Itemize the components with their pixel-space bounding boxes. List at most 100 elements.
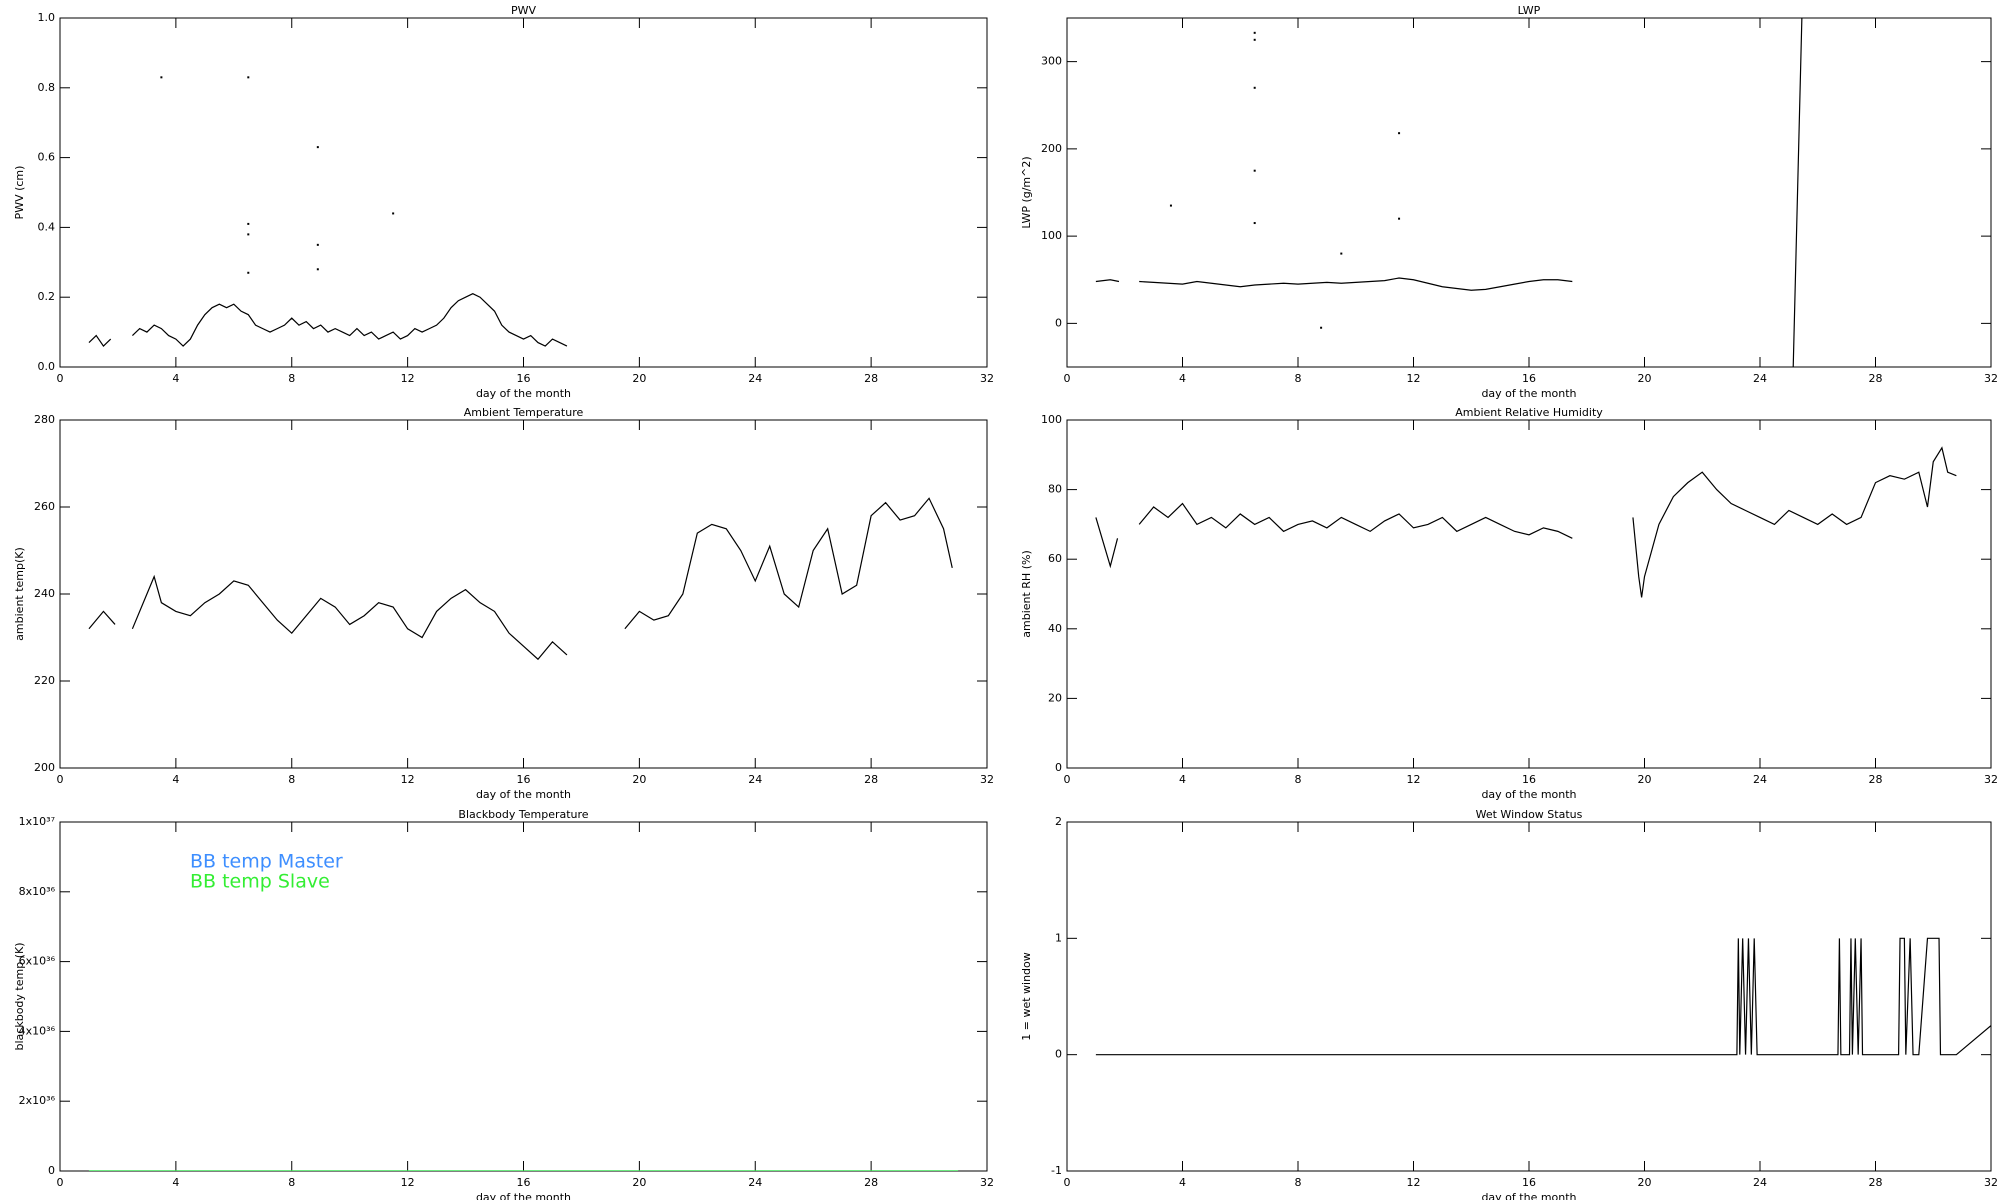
y-tick-label: 40 — [1048, 622, 1062, 635]
x-tick-label: 12 — [1407, 1176, 1421, 1189]
x-tick-label: 4 — [172, 1176, 179, 1189]
x-tick-label: 4 — [1179, 773, 1186, 786]
y-tick-label: 200 — [34, 761, 55, 774]
x-tick-label: 8 — [288, 1176, 295, 1189]
x-tick-label: 32 — [980, 372, 994, 385]
chart-title: LWP — [1518, 4, 1541, 17]
x-tick-label: 8 — [288, 372, 295, 385]
y-tick-label: 2 — [1055, 815, 1062, 828]
x-tick-label: 16 — [1522, 1176, 1536, 1189]
y-tick-label: 20 — [1048, 691, 1062, 704]
x-tick-label: 4 — [172, 372, 179, 385]
y-axis-label: 1 = wet window — [1020, 952, 1033, 1041]
x-tick-label: 20 — [632, 372, 646, 385]
y-tick-label: 1 — [1055, 931, 1062, 944]
data-point — [316, 243, 319, 246]
x-tick-label: 16 — [517, 773, 531, 786]
x-tick-label: 8 — [1295, 773, 1302, 786]
y-tick-label: 4x10³⁶ — [19, 1024, 56, 1037]
x-tick-label: 8 — [288, 773, 295, 786]
series-line — [1095, 446, 1957, 598]
x-tick-label: 20 — [1638, 773, 1652, 786]
x-tick-label: 12 — [401, 1176, 415, 1189]
y-tick-label: 100 — [1041, 413, 1062, 426]
x-axis-label: day of the month — [1481, 788, 1576, 801]
y-tick-label: 0 — [1055, 1048, 1062, 1061]
y-tick-label: 80 — [1048, 483, 1062, 496]
x-axis-label: day of the month — [476, 387, 571, 400]
plot-frame — [1066, 419, 1992, 769]
x-tick-label: 28 — [864, 1176, 878, 1189]
legend-entry: BB temp Slave — [190, 871, 330, 893]
y-tick-label: 0 — [48, 1164, 55, 1177]
x-tick-label: 32 — [980, 1176, 994, 1189]
chart-title: Wet Window Status — [1476, 808, 1583, 821]
x-tick-label: 28 — [864, 372, 878, 385]
y-tick-label: 2x10³⁶ — [19, 1094, 56, 1107]
x-tick-label: 16 — [1522, 773, 1536, 786]
plot-frame — [1066, 17, 1992, 368]
x-tick-label: 0 — [57, 372, 64, 385]
x-tick-label: 24 — [1753, 1176, 1767, 1189]
y-axis-label: ambient temp(K) — [13, 547, 26, 641]
x-tick-label: 4 — [1179, 372, 1186, 385]
x-tick-label: 0 — [57, 1176, 64, 1189]
x-tick-label: 4 — [172, 773, 179, 786]
x-tick-label: 0 — [57, 773, 64, 786]
plot-frame — [59, 419, 988, 769]
data-point — [1253, 38, 1256, 41]
x-tick-label: 16 — [517, 1176, 531, 1189]
x-tick-label: 32 — [1984, 372, 1998, 385]
x-tick-label: 20 — [632, 773, 646, 786]
x-tick-label: 8 — [1295, 372, 1302, 385]
y-tick-label: 0.2 — [38, 290, 56, 303]
y-tick-label: 1x10³⁷ — [19, 815, 55, 828]
data-point — [247, 233, 250, 236]
chart-title: PWV — [511, 4, 537, 17]
x-tick-label: 12 — [401, 372, 415, 385]
data-point — [1253, 222, 1256, 225]
series-line — [1095, 18, 1803, 367]
x-tick-label: 0 — [1064, 372, 1071, 385]
data-point — [1398, 132, 1401, 135]
chart-title: Ambient Relative Humidity — [1455, 406, 1603, 419]
x-tick-label: 28 — [864, 773, 878, 786]
data-point — [1320, 326, 1323, 329]
x-axis-label: day of the month — [1481, 1191, 1576, 1200]
x-tick-label: 0 — [1064, 773, 1071, 786]
y-tick-label: 8x10³⁶ — [19, 885, 56, 898]
x-tick-label: 12 — [1407, 372, 1421, 385]
legend-entry: BB temp Master — [190, 851, 343, 873]
y-tick-label: 1.0 — [38, 11, 56, 24]
chart-title: Ambient Temperature — [464, 406, 584, 419]
x-tick-label: 32 — [1984, 773, 1998, 786]
y-tick-label: -1 — [1051, 1164, 1062, 1177]
data-point — [1340, 252, 1343, 255]
chart-title: Blackbody Temperature — [458, 808, 588, 821]
data-point — [316, 268, 319, 271]
x-tick-label: 28 — [1869, 372, 1883, 385]
data-point — [392, 212, 395, 215]
x-tick-label: 24 — [748, 372, 762, 385]
x-tick-label: 0 — [1064, 1176, 1071, 1189]
data-point — [1169, 204, 1172, 207]
x-tick-label: 12 — [1407, 773, 1421, 786]
series-line — [1095, 937, 1991, 1056]
x-tick-label: 20 — [1638, 372, 1652, 385]
y-tick-label: 300 — [1041, 55, 1062, 68]
y-tick-label: 220 — [34, 674, 55, 687]
x-tick-label: 4 — [1179, 1176, 1186, 1189]
y-tick-label: 0.4 — [38, 220, 56, 233]
y-tick-label: 0.8 — [38, 81, 56, 94]
series-line — [88, 293, 568, 347]
x-tick-label: 24 — [1753, 773, 1767, 786]
x-axis-label: day of the month — [476, 788, 571, 801]
data-point — [1253, 86, 1256, 89]
y-tick-label: 240 — [34, 587, 55, 600]
y-tick-label: 0 — [1055, 316, 1062, 329]
x-tick-label: 32 — [980, 773, 994, 786]
data-point — [247, 76, 250, 79]
plot-frame — [59, 17, 988, 368]
x-tick-label: 24 — [748, 1176, 762, 1189]
